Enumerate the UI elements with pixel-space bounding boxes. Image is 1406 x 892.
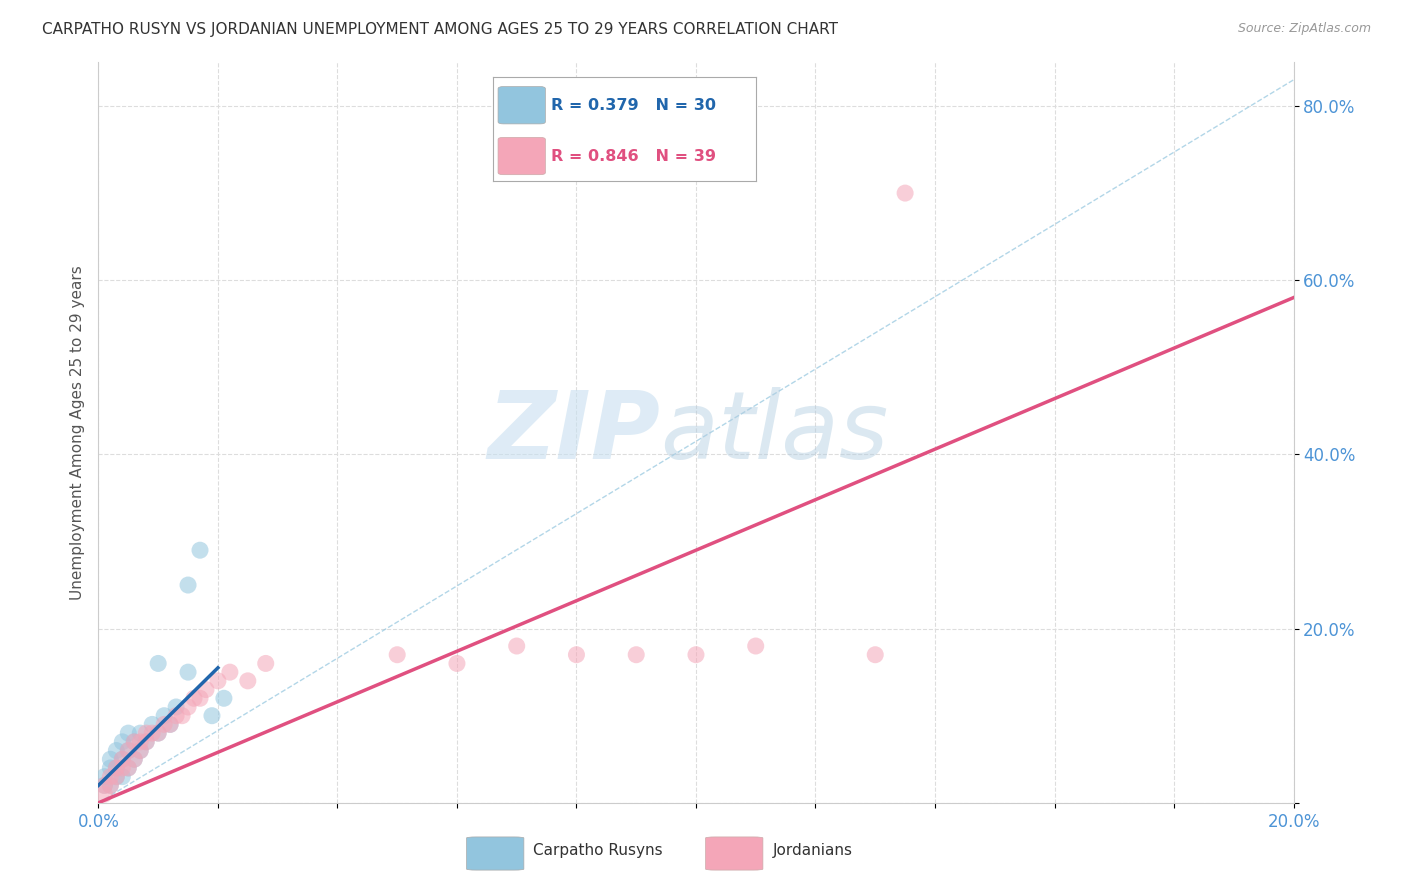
Point	[129, 735, 152, 749]
Point	[111, 770, 134, 784]
Point	[124, 735, 146, 749]
Point	[865, 648, 887, 662]
Text: CARPATHO RUSYN VS JORDANIAN UNEMPLOYMENT AMONG AGES 25 TO 29 YEARS CORRELATION C: CARPATHO RUSYN VS JORDANIAN UNEMPLOYMENT…	[42, 22, 838, 37]
Point	[565, 648, 588, 662]
Text: atlas: atlas	[661, 387, 889, 478]
Point	[98, 778, 122, 792]
Point	[172, 708, 194, 723]
Point	[98, 778, 122, 792]
Point	[159, 717, 181, 731]
Point	[124, 752, 146, 766]
Point	[153, 708, 176, 723]
Point	[626, 648, 648, 662]
Point	[105, 743, 128, 757]
Point	[93, 778, 115, 792]
Text: Source: ZipAtlas.com: Source: ZipAtlas.com	[1237, 22, 1371, 36]
Y-axis label: Unemployment Among Ages 25 to 29 years: Unemployment Among Ages 25 to 29 years	[69, 265, 84, 600]
Point	[195, 682, 218, 697]
Text: ZIP: ZIP	[488, 386, 661, 479]
Point	[111, 735, 134, 749]
Point	[148, 726, 170, 740]
Point	[105, 770, 128, 784]
Point	[207, 673, 229, 688]
Point	[117, 743, 139, 757]
Point	[506, 639, 529, 653]
Point	[141, 717, 163, 731]
Point	[129, 743, 152, 757]
Point	[446, 657, 468, 671]
Point	[165, 708, 187, 723]
Point	[93, 770, 115, 784]
Point	[183, 691, 205, 706]
Point	[117, 761, 139, 775]
Point	[111, 752, 134, 766]
Point	[129, 743, 152, 757]
Point	[135, 735, 157, 749]
Point	[188, 543, 211, 558]
Point	[219, 665, 242, 680]
Point	[117, 726, 139, 740]
Point	[135, 726, 157, 740]
Point	[141, 726, 163, 740]
Point	[177, 700, 200, 714]
Point	[98, 770, 122, 784]
Point	[188, 691, 211, 706]
Point	[117, 743, 139, 757]
Point	[117, 761, 139, 775]
Point	[685, 648, 707, 662]
Point	[129, 726, 152, 740]
Point	[111, 752, 134, 766]
Point	[98, 761, 122, 775]
Point	[93, 787, 115, 801]
Point	[254, 657, 277, 671]
Point	[385, 648, 409, 662]
Point	[177, 665, 200, 680]
Point	[105, 761, 128, 775]
Point	[212, 691, 235, 706]
Point	[201, 708, 224, 723]
Point	[98, 752, 122, 766]
Point	[177, 578, 200, 592]
Point	[159, 717, 181, 731]
Point	[153, 717, 176, 731]
Point	[105, 770, 128, 784]
Point	[165, 700, 187, 714]
Point	[105, 761, 128, 775]
Point	[111, 761, 134, 775]
Point	[148, 657, 170, 671]
Point	[135, 735, 157, 749]
Point	[124, 752, 146, 766]
Point	[236, 673, 259, 688]
Point	[894, 186, 917, 200]
Point	[124, 735, 146, 749]
Point	[745, 639, 768, 653]
Point	[93, 778, 115, 792]
Point	[148, 726, 170, 740]
